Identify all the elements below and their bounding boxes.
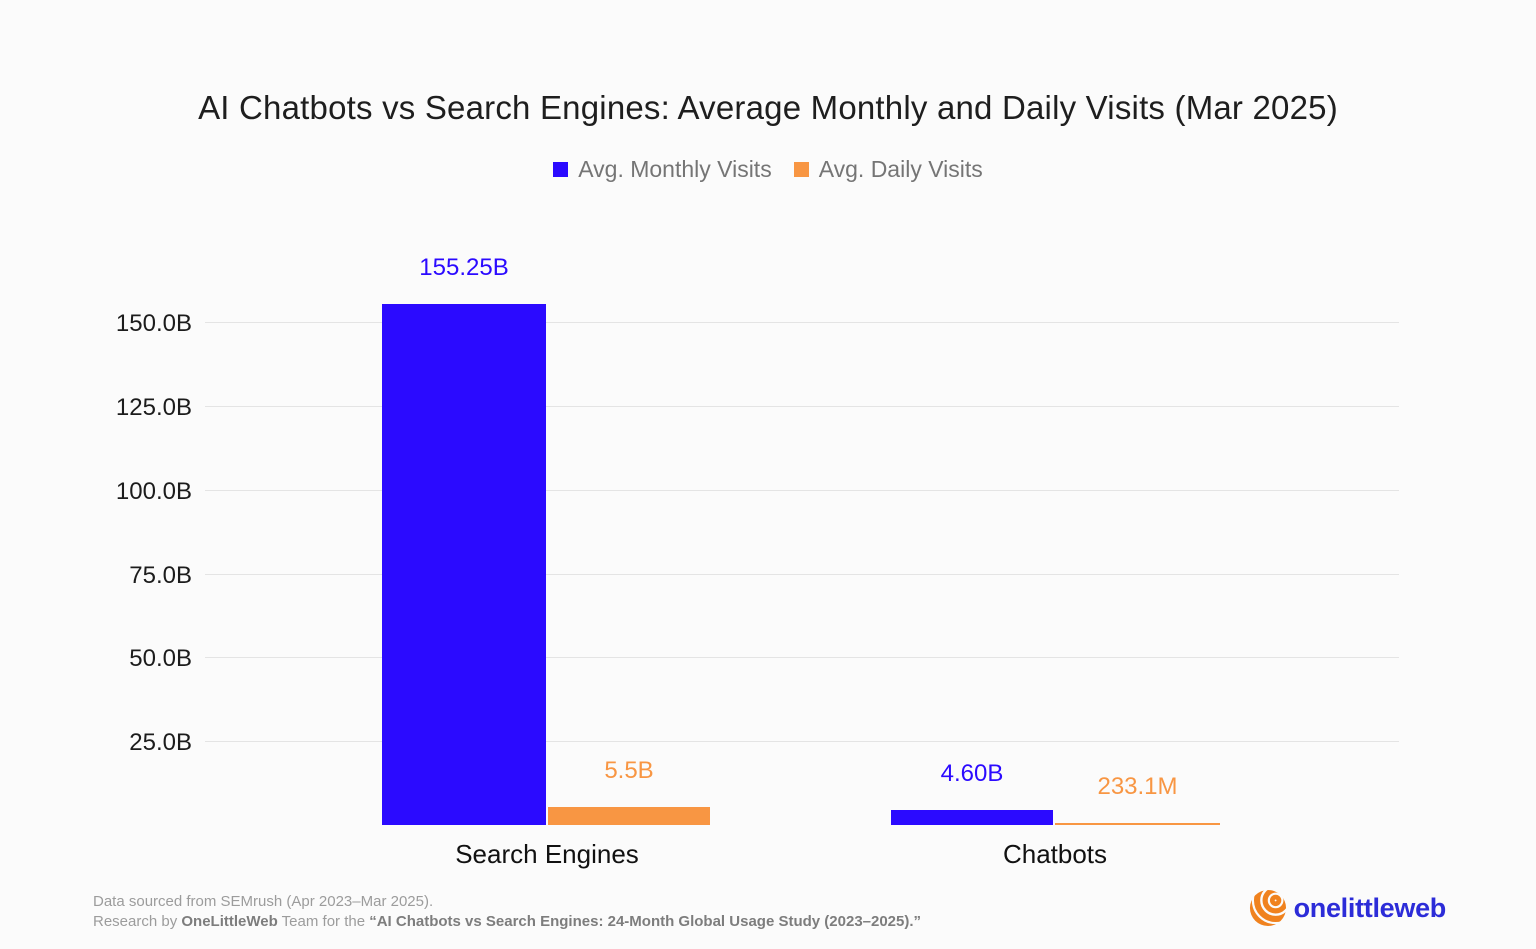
footer-team-name: OneLittleWeb <box>181 913 278 930</box>
onelittleweb-ball-icon <box>1249 889 1286 927</box>
gridline-150b: 150.0B <box>116 310 1399 337</box>
category-label-chatbots: Chatbots <box>1002 839 1108 869</box>
value-label-search-engines-monthly: 155.25B <box>419 254 509 281</box>
bar-chatbots-monthly[interactable] <box>891 810 1053 825</box>
category-label-search-engines: Search Engines <box>455 839 639 869</box>
footer-source-line: Data sourced from SEMrush (Apr 2023–Mar … <box>93 893 434 910</box>
plot-area: 150.0B 125.0B 100.0B 75.0B 50.0B 25.0B 1… <box>116 240 1399 869</box>
ytick-75b: 75.0B <box>129 561 192 589</box>
ytick-25b: 25.0B <box>129 729 192 757</box>
brand-name: onelittleweb <box>1293 892 1447 923</box>
footer-study-title: “AI Chatbots vs Search Engines: 24-Month… <box>369 913 922 930</box>
legend-item-daily[interactable]: Avg. Daily Visits <box>793 156 983 183</box>
onelittleweb-logo[interactable]: onelittleweb <box>1249 889 1446 927</box>
legend-label-monthly: Avg. Monthly Visits <box>578 156 772 182</box>
value-label-chatbots-daily: 233.1M <box>1097 773 1178 800</box>
bar-search-engines-daily[interactable] <box>548 807 710 825</box>
gridline-125b: 125.0B <box>116 394 1399 421</box>
ytick-125b: 125.0B <box>115 393 192 421</box>
ytick-50b: 50.0B <box>129 645 192 673</box>
legend-swatch-monthly-icon <box>553 162 569 177</box>
gridline-25b: 25.0B <box>129 729 1399 756</box>
gridline-100b: 100.0B <box>116 478 1399 505</box>
bar-chatbots-daily[interactable] <box>1055 823 1220 825</box>
ytick-100b: 100.0B <box>115 477 192 505</box>
ytick-150b: 150.0B <box>115 310 192 337</box>
legend-label-daily: Avg. Daily Visits <box>818 156 983 182</box>
bar-search-engines-monthly[interactable] <box>382 304 546 825</box>
gridline-75b: 75.0B <box>129 562 1399 589</box>
legend-item-monthly[interactable]: Avg. Monthly Visits <box>553 156 772 183</box>
chart-title: AI Chatbots vs Search Engines: Average M… <box>198 89 1338 126</box>
footer-research-line: Research by OneLittleWeb Team for the “A… <box>93 913 922 930</box>
value-label-search-engines-daily: 5.5B <box>604 757 654 784</box>
value-label-chatbots-monthly: 4.60B <box>940 760 1004 787</box>
legend-swatch-daily-icon <box>793 162 809 177</box>
footer-attribution: Data sourced from SEMrush (Apr 2023–Mar … <box>93 892 921 932</box>
legend: Avg. Monthly Visits Avg. Daily Visits <box>0 156 1536 183</box>
gridline-50b: 50.0B <box>129 645 1399 672</box>
